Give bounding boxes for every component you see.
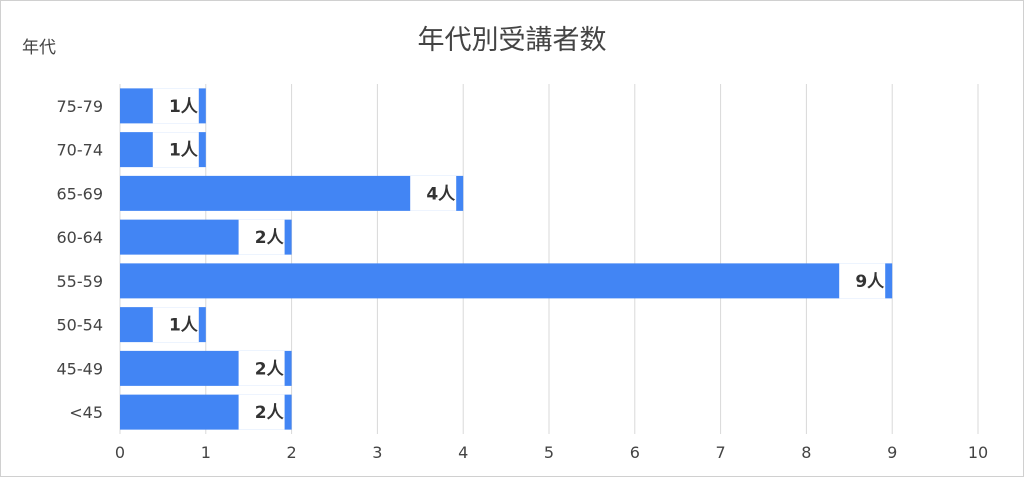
- x-tick-label: 2: [287, 443, 297, 462]
- data-label: 1人: [169, 316, 199, 336]
- y-tick-label: 75-79: [57, 97, 104, 116]
- y-tick-labels: 75-79 70-74 65-69 60-64 55-59 50-54 45-49 <45: [57, 97, 104, 422]
- x-tick-label: 0: [115, 443, 125, 462]
- data-label: 9人: [855, 272, 885, 292]
- y-tick-label: 45-49: [57, 359, 104, 378]
- y-axis-title: 年代: [22, 38, 56, 58]
- y-tick-label: 50-54: [57, 316, 104, 335]
- data-label-background: [238, 394, 285, 430]
- x-tick-labels: 0 1 2 3 4 5 6 7 8 9 10: [115, 443, 988, 462]
- data-label-background: [410, 175, 457, 211]
- y-tick-label: 70-74: [57, 141, 104, 160]
- data-label-background: [152, 132, 199, 168]
- bars: [120, 88, 893, 430]
- data-label: 2人: [255, 228, 285, 248]
- data-label-background: [238, 350, 285, 386]
- data-label-background: [839, 263, 886, 299]
- y-tick-label: 60-64: [57, 228, 104, 247]
- y-tick-label: 65-69: [57, 184, 104, 203]
- x-tick-label: 8: [801, 443, 811, 462]
- data-labels: 1人 1人 4人 2人 9人 1人 2人 2人: [152, 88, 886, 430]
- data-label: 1人: [169, 141, 199, 161]
- bar: [120, 175, 464, 211]
- data-label-background: [152, 88, 199, 124]
- data-label: 2人: [255, 359, 285, 379]
- x-tick-label: 7: [716, 443, 726, 462]
- x-tick-label: 10: [968, 443, 988, 462]
- data-label-background: [238, 219, 285, 255]
- data-label: 1人: [169, 97, 199, 117]
- data-label: 2人: [255, 403, 285, 423]
- data-label-background: [152, 307, 199, 343]
- data-label: 4人: [426, 184, 456, 204]
- x-tick-label: 3: [372, 443, 382, 462]
- x-tick-label: 9: [887, 443, 897, 462]
- x-tick-label: 4: [458, 443, 468, 462]
- y-tick-label: <45: [69, 403, 103, 422]
- chart-title: 年代別受講者数: [417, 25, 607, 56]
- y-tick-label: 55-59: [57, 272, 104, 291]
- x-tick-label: 5: [544, 443, 554, 462]
- x-tick-label: 6: [630, 443, 640, 462]
- bar: [120, 263, 893, 299]
- x-tick-label: 1: [201, 443, 211, 462]
